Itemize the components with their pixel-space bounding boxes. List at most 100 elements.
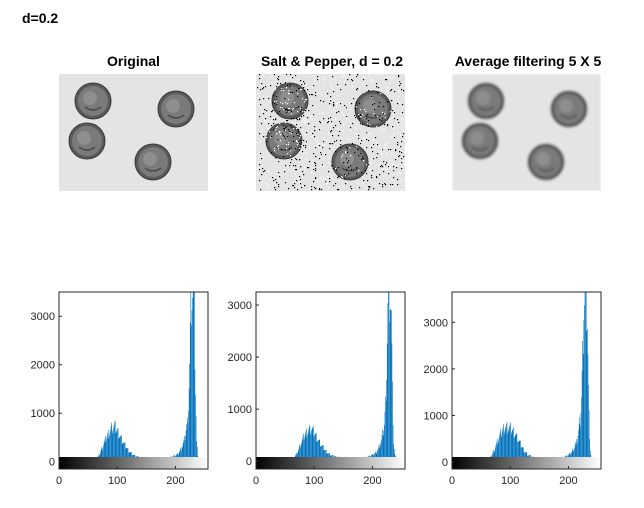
bar-227 xyxy=(388,292,389,462)
bar-236 xyxy=(196,441,197,462)
bar-223 xyxy=(188,388,190,462)
bar-93 xyxy=(310,434,311,462)
bar-85 xyxy=(501,433,503,463)
histogram-bars xyxy=(94,292,205,462)
coin-4 xyxy=(527,143,565,181)
bar-222 xyxy=(581,397,582,463)
title-original: Original xyxy=(107,53,160,69)
bar-83 xyxy=(304,437,305,462)
bar-211 xyxy=(378,444,380,462)
x-tick-label: 0 xyxy=(56,475,62,487)
bar-75 xyxy=(299,443,301,462)
bar-216 xyxy=(184,440,186,462)
histogram-bars xyxy=(291,292,402,462)
bar-227 xyxy=(584,305,585,463)
bar-83 xyxy=(500,428,501,463)
bar-208 xyxy=(377,450,378,462)
x-tick-label: 200 xyxy=(166,475,184,487)
bar-110 xyxy=(516,433,517,463)
bar-210 xyxy=(181,450,182,462)
bar-102 xyxy=(315,433,316,462)
bar-74 xyxy=(495,447,496,463)
bar-77 xyxy=(496,439,498,463)
bar-112 xyxy=(321,445,322,462)
bar-207 xyxy=(376,452,378,462)
bar-230 xyxy=(389,309,391,462)
bar-119 xyxy=(521,447,522,463)
bar-217 xyxy=(578,430,579,463)
bar-235 xyxy=(392,424,394,462)
salt-pepper-noise xyxy=(257,74,405,191)
axes-frame xyxy=(451,291,602,470)
bar-96 xyxy=(114,420,116,462)
bar-234 xyxy=(588,384,589,463)
bar-87 xyxy=(502,427,504,463)
bar-112 xyxy=(124,442,125,462)
x-tick-label: 100 xyxy=(305,475,323,487)
bar-100 xyxy=(314,435,315,462)
bar-73 xyxy=(101,446,103,462)
bar-114 xyxy=(125,448,126,462)
bar-213 xyxy=(575,439,577,463)
bar-85 xyxy=(305,431,307,462)
bar-226 xyxy=(387,303,389,462)
bar-75 xyxy=(495,445,497,463)
bar-90 xyxy=(111,422,112,462)
bar-233 xyxy=(587,354,589,463)
bar-99 xyxy=(509,424,511,463)
bar-218 xyxy=(185,430,187,462)
bar-96 xyxy=(311,428,313,462)
bar-236 xyxy=(393,444,394,462)
bar-106 xyxy=(317,440,319,462)
bar-228 xyxy=(584,292,586,463)
bar-112 xyxy=(517,442,518,463)
bar-105 xyxy=(120,436,121,462)
bar-98 xyxy=(116,431,117,462)
bar-214 xyxy=(576,444,578,463)
coin-3 xyxy=(461,122,499,160)
bar-209 xyxy=(180,447,182,462)
bar-106 xyxy=(120,435,122,462)
bar-87 xyxy=(109,432,111,462)
bar-114 xyxy=(322,445,323,462)
bar-211 xyxy=(574,445,576,463)
bar-73 xyxy=(494,450,496,463)
bar-117 xyxy=(127,447,128,462)
bar-109 xyxy=(319,439,321,462)
bar-89 xyxy=(503,434,505,463)
bar-101 xyxy=(314,434,316,462)
bar-230 xyxy=(192,292,194,462)
y-tick-label: 0 xyxy=(442,457,448,469)
bar-229 xyxy=(192,297,193,462)
bar-107 xyxy=(318,440,319,462)
bar-224 xyxy=(582,341,583,463)
x-tick-label: 200 xyxy=(363,475,381,487)
bar-124 xyxy=(131,452,132,462)
bar-108 xyxy=(318,439,320,462)
bar-100 xyxy=(510,422,511,463)
bar-99 xyxy=(313,436,315,462)
x-tick-label: 0 xyxy=(253,475,259,487)
bar-211 xyxy=(181,448,183,462)
bar-110 xyxy=(123,443,124,462)
bar-79 xyxy=(301,439,303,462)
bar-231 xyxy=(193,292,195,462)
bar-123 xyxy=(130,452,132,462)
bar-113 xyxy=(124,442,126,462)
x-tick-label: 0 xyxy=(449,475,455,487)
y-tick-label: 2000 xyxy=(424,364,448,376)
y-tick-label: 1000 xyxy=(31,408,55,420)
bar-90 xyxy=(504,431,505,463)
bar-232 xyxy=(194,292,195,462)
bar-109 xyxy=(515,434,517,463)
bar-121 xyxy=(129,452,131,462)
bar-207 xyxy=(572,448,574,463)
bar-82 xyxy=(106,436,108,462)
title-average-filter: Average filtering 5 X 5 xyxy=(454,53,602,69)
bar-78 xyxy=(301,442,302,462)
bar-116 xyxy=(519,440,521,463)
bar-113 xyxy=(321,445,323,462)
bar-108 xyxy=(514,435,516,463)
bar-77 xyxy=(300,445,302,462)
bar-101 xyxy=(117,427,119,462)
